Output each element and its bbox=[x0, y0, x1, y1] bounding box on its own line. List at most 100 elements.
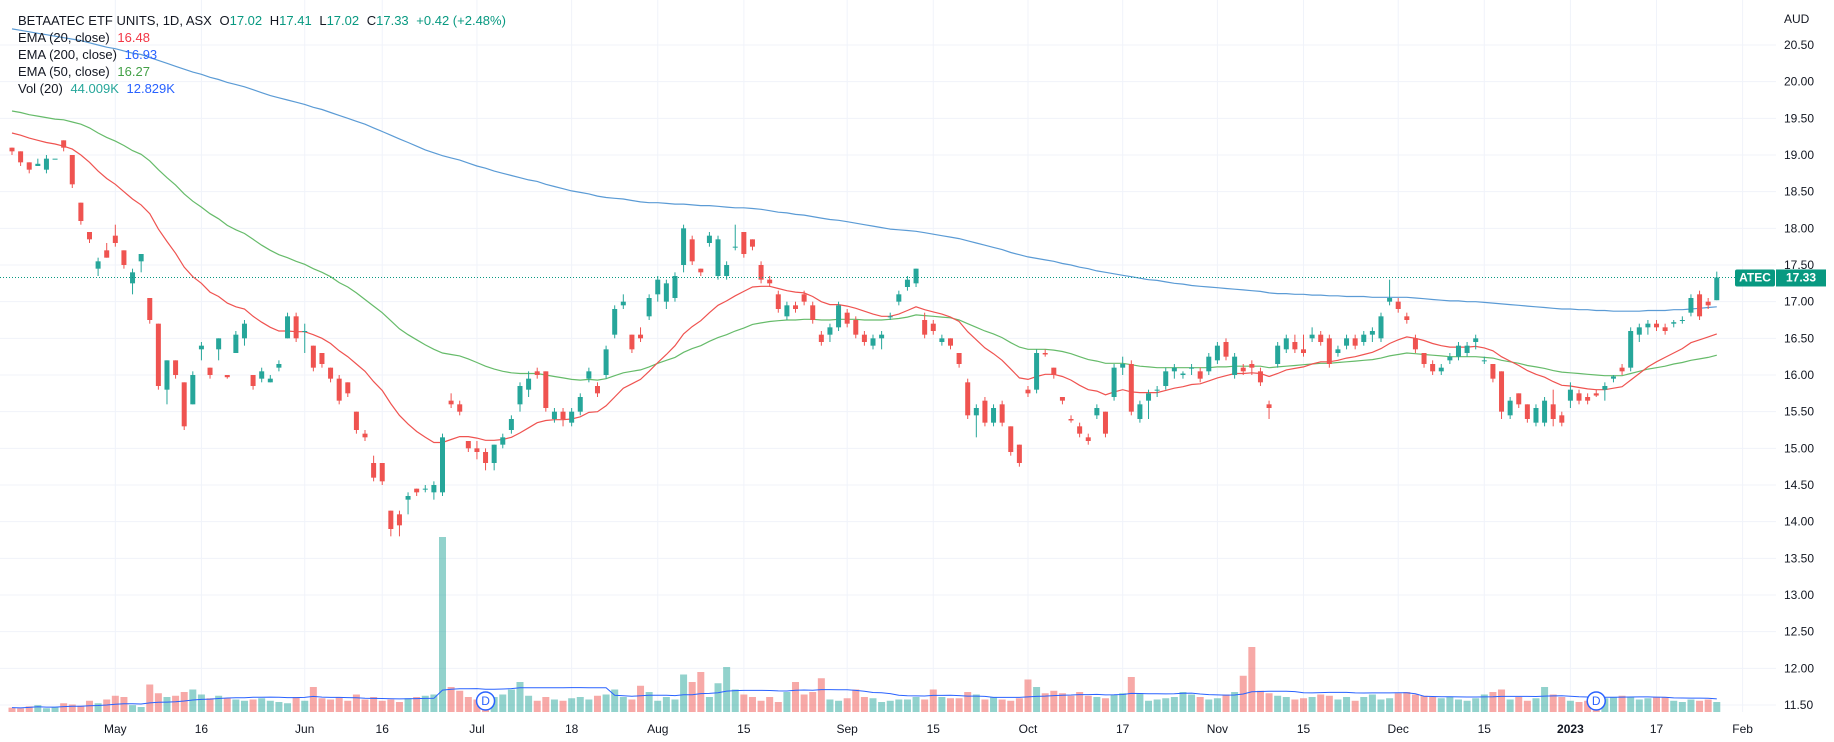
volume-bar bbox=[309, 687, 317, 712]
volume-bar bbox=[42, 708, 50, 712]
legend-volume-row[interactable]: Vol (20) 44.009K 12.829K bbox=[18, 80, 510, 97]
ema50-label[interactable]: EMA (50, close) bbox=[18, 64, 110, 79]
legend-ohlc-row[interactable]: BETAATEC ETF UNITS, 1D, ASX O17.02 H17.4… bbox=[18, 12, 510, 29]
legend-ema20-row[interactable]: EMA (20, close) 16.48 bbox=[18, 29, 510, 46]
volume-bar bbox=[637, 685, 645, 712]
candle bbox=[1524, 404, 1530, 423]
candle bbox=[612, 305, 618, 339]
candle bbox=[1301, 334, 1306, 357]
volume-bar bbox=[1231, 692, 1239, 712]
volume-bar bbox=[1635, 699, 1643, 712]
candle-body bbox=[112, 235, 118, 243]
candle bbox=[1051, 367, 1057, 379]
volume-bar bbox=[1291, 699, 1299, 712]
volume-bar bbox=[1050, 690, 1058, 712]
volume-bar bbox=[1101, 698, 1109, 712]
symbol-line[interactable]: BETAATEC ETF UNITS, 1D, ASX bbox=[18, 13, 212, 28]
volume-bar bbox=[1274, 695, 1282, 712]
candle-body bbox=[1137, 404, 1143, 419]
candle bbox=[646, 294, 652, 320]
volume-bar bbox=[654, 700, 662, 712]
time-tick-label: 15 bbox=[927, 722, 941, 736]
candle-body bbox=[9, 147, 15, 152]
time-tick-label: 16 bbox=[195, 722, 209, 736]
candle bbox=[1369, 327, 1375, 342]
price-axis[interactable]: AUD20.5020.0019.5019.0018.5018.0017.5017… bbox=[1735, 0, 1834, 742]
volume-bar bbox=[792, 682, 800, 712]
candle bbox=[1714, 271, 1720, 301]
candle bbox=[922, 312, 928, 339]
volume-bar bbox=[370, 697, 378, 712]
volume-bar bbox=[404, 698, 412, 712]
candle-body bbox=[818, 334, 824, 342]
dividend-circle bbox=[1586, 691, 1606, 711]
candle bbox=[1292, 334, 1298, 353]
candle bbox=[810, 301, 816, 324]
candle-body bbox=[922, 320, 928, 335]
candle-body bbox=[629, 334, 635, 350]
volume-bar bbox=[1480, 694, 1488, 712]
volume-bar bbox=[946, 698, 954, 712]
volume-bar bbox=[1343, 697, 1351, 712]
candle-body bbox=[612, 309, 618, 335]
candle bbox=[1636, 323, 1642, 342]
legend-ema50-row[interactable]: EMA (50, close) 16.27 bbox=[18, 63, 510, 80]
candle-body bbox=[52, 158, 58, 160]
candle bbox=[457, 400, 463, 416]
candle bbox=[1128, 360, 1134, 416]
volume-ma-value: 12.829K bbox=[126, 81, 175, 96]
dividend-marker[interactable]: D bbox=[1586, 691, 1606, 711]
time-axis[interactable]: May 16 Jun 16 Jul 18 Aug 15 Sep 15 Oct 17 Nov 15 Dec 15… bbox=[0, 714, 1776, 742]
candle bbox=[767, 276, 773, 287]
candle bbox=[1645, 320, 1651, 335]
volume-bar bbox=[163, 697, 171, 712]
candle bbox=[1318, 331, 1324, 346]
volume-bar bbox=[1463, 700, 1471, 712]
volume-bar bbox=[525, 695, 533, 712]
candle bbox=[1688, 294, 1694, 317]
price-tick-label: 15.50 bbox=[1784, 405, 1814, 419]
candle bbox=[1430, 360, 1436, 375]
volume-bar bbox=[1377, 699, 1385, 712]
volume-bar bbox=[1058, 693, 1066, 712]
price-badge[interactable]: ATEC 17.33 bbox=[1735, 269, 1826, 287]
volume-bar bbox=[783, 692, 791, 712]
volume-bar bbox=[1136, 693, 1144, 712]
candle-body bbox=[353, 411, 359, 430]
volume-bar bbox=[1041, 693, 1049, 712]
candle-body bbox=[1705, 301, 1711, 306]
volume-bar bbox=[1162, 698, 1170, 712]
candle bbox=[1602, 382, 1608, 401]
dividend-marker[interactable]: D bbox=[475, 691, 496, 711]
volume-bar bbox=[843, 698, 851, 712]
candle bbox=[655, 276, 661, 302]
candle bbox=[1705, 298, 1711, 309]
volume-bar bbox=[1188, 694, 1196, 712]
candle bbox=[491, 444, 497, 471]
ema20-label[interactable]: EMA (20, close) bbox=[18, 30, 110, 45]
candle-body bbox=[1197, 371, 1203, 379]
candle bbox=[1094, 404, 1100, 419]
volume-bar bbox=[1627, 697, 1635, 712]
candle bbox=[1283, 334, 1289, 353]
volume-bar bbox=[748, 697, 756, 712]
price-badge-bg bbox=[1776, 269, 1826, 287]
ema200-label[interactable]: EMA (200, close) bbox=[18, 47, 117, 62]
volume-bars bbox=[8, 537, 1721, 712]
volume-label[interactable]: Vol (20) bbox=[18, 81, 63, 96]
legend-ema200-row[interactable]: EMA (200, close) 16.93 bbox=[18, 46, 510, 63]
candle bbox=[1481, 356, 1487, 364]
candle bbox=[1326, 334, 1332, 368]
candle-body bbox=[1550, 404, 1556, 419]
candle bbox=[1421, 353, 1427, 368]
volume-bar bbox=[826, 699, 834, 712]
candle bbox=[793, 301, 799, 313]
candle-body bbox=[1412, 338, 1418, 350]
price-tick-label: 16.00 bbox=[1784, 368, 1814, 382]
volume-bar bbox=[1489, 692, 1497, 712]
candle-body bbox=[1120, 364, 1126, 368]
volume-bar bbox=[1394, 693, 1402, 712]
